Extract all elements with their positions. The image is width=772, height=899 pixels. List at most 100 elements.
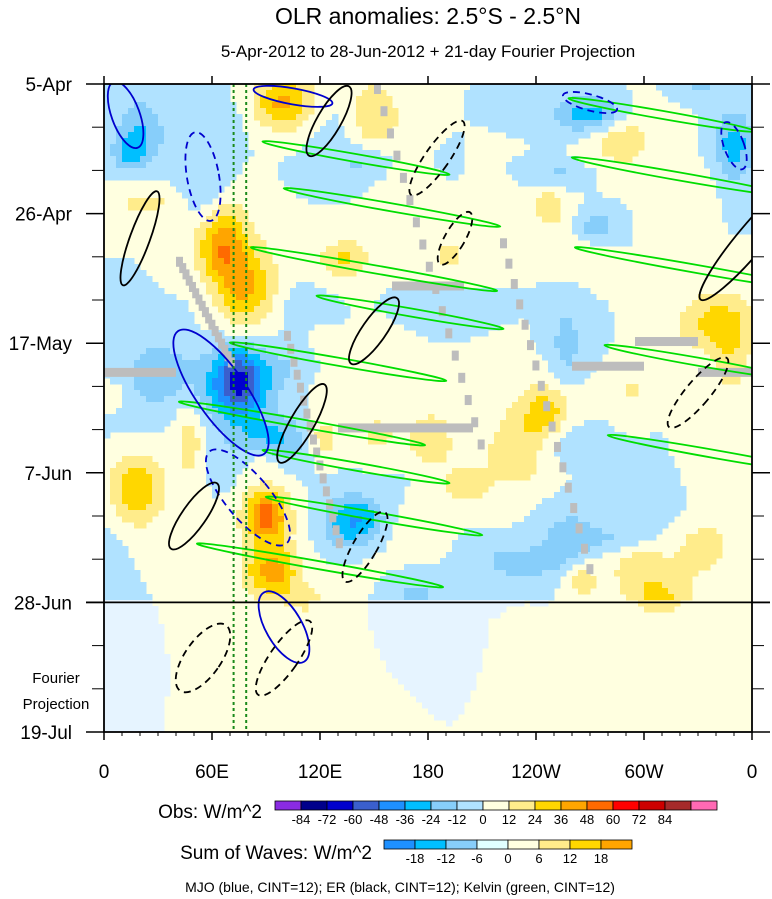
- obs-colorbar-swatch-0: [274, 800, 302, 811]
- x-tick-label-4: 120W: [511, 762, 561, 783]
- er-contour-2: [348, 296, 400, 366]
- obs-colorbar-label-3: -48: [370, 812, 389, 827]
- obs-colorbar-label-14: 84: [658, 812, 672, 827]
- er-contour-6: [168, 481, 220, 551]
- chart-subtitle: 5-Apr-2012 to 28-Jun-2012 + 21-day Fouri…: [221, 42, 635, 61]
- obs-colorbar-swatch-5: [404, 800, 432, 811]
- x-tick-label-2: 120E: [298, 762, 342, 783]
- projection-label-line1: Fourier: [32, 670, 80, 687]
- mjo-contour-7: [561, 91, 619, 115]
- kelvin-contour-8: [195, 542, 445, 589]
- plot-area: [104, 84, 752, 732]
- mjo-contour-2: [172, 328, 270, 457]
- mjo-contour-0: [106, 84, 145, 149]
- waves-colorbar-swatch-2: [445, 839, 478, 850]
- obs-colorbar-label-1: -72: [318, 812, 337, 827]
- obs-colorbar-swatch-7: [456, 800, 484, 811]
- x-axis: 0 60E 120E 180 120W 60W 0: [99, 76, 758, 783]
- waves-colorbar-swatch-1: [414, 839, 447, 850]
- obs-colorbar-swatch-13: [612, 800, 640, 811]
- y-tick-label-3: 7-Jun: [24, 464, 72, 485]
- obs-colorbar-label-13: 72: [632, 812, 646, 827]
- y-axis: 5-Apr 26-Apr 17-May 7-Jun 28-Jun 19-Jul: [9, 75, 770, 744]
- obs-colorbar: -84 -72 -60 -48 -36 -24 -12 0 12 24 36 48 60 72 84: [274, 800, 718, 827]
- y-tick-label-0: 5-Apr: [26, 75, 73, 96]
- waves-colorbar-swatch-6: [569, 839, 602, 850]
- x-tick-label-3: 180: [412, 762, 444, 783]
- obs-colorbar-swatch-14: [638, 800, 666, 811]
- waves-colorbar-label-6: 18: [594, 851, 608, 866]
- waves-colorbar-label-4: 6: [535, 851, 542, 866]
- wave-contours: [106, 84, 752, 697]
- kelvin-contour-11: [573, 246, 752, 293]
- waves-colorbar-label-0: -18: [406, 851, 425, 866]
- obs-colorbar-label-11: 48: [580, 812, 594, 827]
- kelvin-contour-10: [570, 156, 752, 197]
- er-contour-5: [254, 619, 314, 697]
- obs-colorbar-label-12: 60: [606, 812, 620, 827]
- mjo-contour-3: [205, 448, 291, 547]
- y-tick-label-4: 28-Jun: [14, 593, 72, 614]
- kelvin-contour-13: [606, 433, 752, 475]
- kelvin-contour-6: [261, 448, 451, 485]
- waves-colorbar-label-1: -12: [437, 851, 456, 866]
- x-tick-label-5: 60W: [624, 762, 663, 783]
- obs-colorbar-title: Obs: W/m^2: [158, 802, 262, 823]
- er-contour-3: [436, 210, 474, 266]
- er-contour-1: [408, 119, 466, 197]
- obs-colorbar-swatch-6: [430, 800, 458, 811]
- y-tick-label-1: 26-Apr: [15, 205, 73, 226]
- waves-colorbar: -18 -12 -6 0 6 12 18: [383, 839, 633, 866]
- obs-colorbar-label-6: -12: [448, 812, 467, 827]
- waves-colorbar-label-2: -6: [471, 851, 483, 866]
- obs-colorbar-swatch-12: [586, 800, 614, 811]
- obs-colorbar-label-10: 36: [554, 812, 568, 827]
- obs-colorbar-label-8: 12: [502, 812, 516, 827]
- er-contour-9: [666, 356, 730, 429]
- kelvin-contour-7: [264, 495, 484, 537]
- waves-colorbar-label-5: 12: [563, 851, 577, 866]
- obs-colorbar-swatch-3: [352, 800, 380, 811]
- x-tick-label-1: 60E: [195, 762, 229, 783]
- er-contour-4: [276, 383, 328, 464]
- obs-colorbar-label-7: 0: [479, 812, 486, 827]
- kelvin-contour-4: [228, 341, 448, 383]
- obs-colorbar-swatch-1: [300, 800, 328, 811]
- reference-lines: [232, 84, 248, 732]
- mjo-contour-6: [252, 84, 334, 108]
- x-tick-label-0: 0: [99, 762, 110, 783]
- waves-colorbar-swatch-0: [383, 839, 416, 850]
- mjo-contour-4: [257, 590, 311, 664]
- contours-caption: MJO (blue, CINT=12); ER (black, CINT=12)…: [185, 879, 615, 895]
- obs-colorbar-swatch-2: [326, 800, 354, 811]
- mjo-contour-5: [720, 121, 748, 171]
- waves-colorbar-swatch-4: [507, 839, 540, 850]
- obs-colorbar-label-2: -60: [344, 812, 363, 827]
- kelvin-contour-9: [567, 96, 752, 133]
- waves-colorbar-swatch-5: [538, 839, 571, 850]
- kelvin-contour-1: [282, 187, 502, 228]
- obs-colorbar-label-5: -24: [422, 812, 441, 827]
- projection-label-line2: Projection: [23, 696, 90, 713]
- chart-title: OLR anomalies: 2.5°S - 2.5°N: [275, 3, 581, 29]
- obs-colorbar-swatch-9: [508, 800, 536, 811]
- obs-colorbar-swatch-10: [534, 800, 562, 811]
- obs-colorbar-label-9: 24: [528, 812, 542, 827]
- kelvin-contour-0: [261, 140, 451, 176]
- er-contour-10: [698, 175, 752, 302]
- obs-colorbar-swatch-11: [560, 800, 588, 811]
- obs-colorbar-swatch-8: [482, 800, 510, 811]
- x-tick-label-6: 0: [747, 762, 758, 783]
- er-contour-7: [174, 622, 232, 694]
- er-contour-11: [341, 510, 389, 583]
- waves-colorbar-label-3: 0: [504, 851, 511, 866]
- kelvin-contour-3: [315, 294, 505, 331]
- y-tick-label-5: 19-Jul: [20, 723, 72, 744]
- kelvin-contour-2: [249, 246, 499, 293]
- er-contour-0: [119, 190, 161, 287]
- waves-colorbar-swatch-3: [476, 839, 509, 850]
- kelvin-contour-12: [603, 343, 752, 380]
- y-tick-label-2: 17-May: [9, 334, 73, 355]
- obs-colorbar-swatch-4: [378, 800, 406, 811]
